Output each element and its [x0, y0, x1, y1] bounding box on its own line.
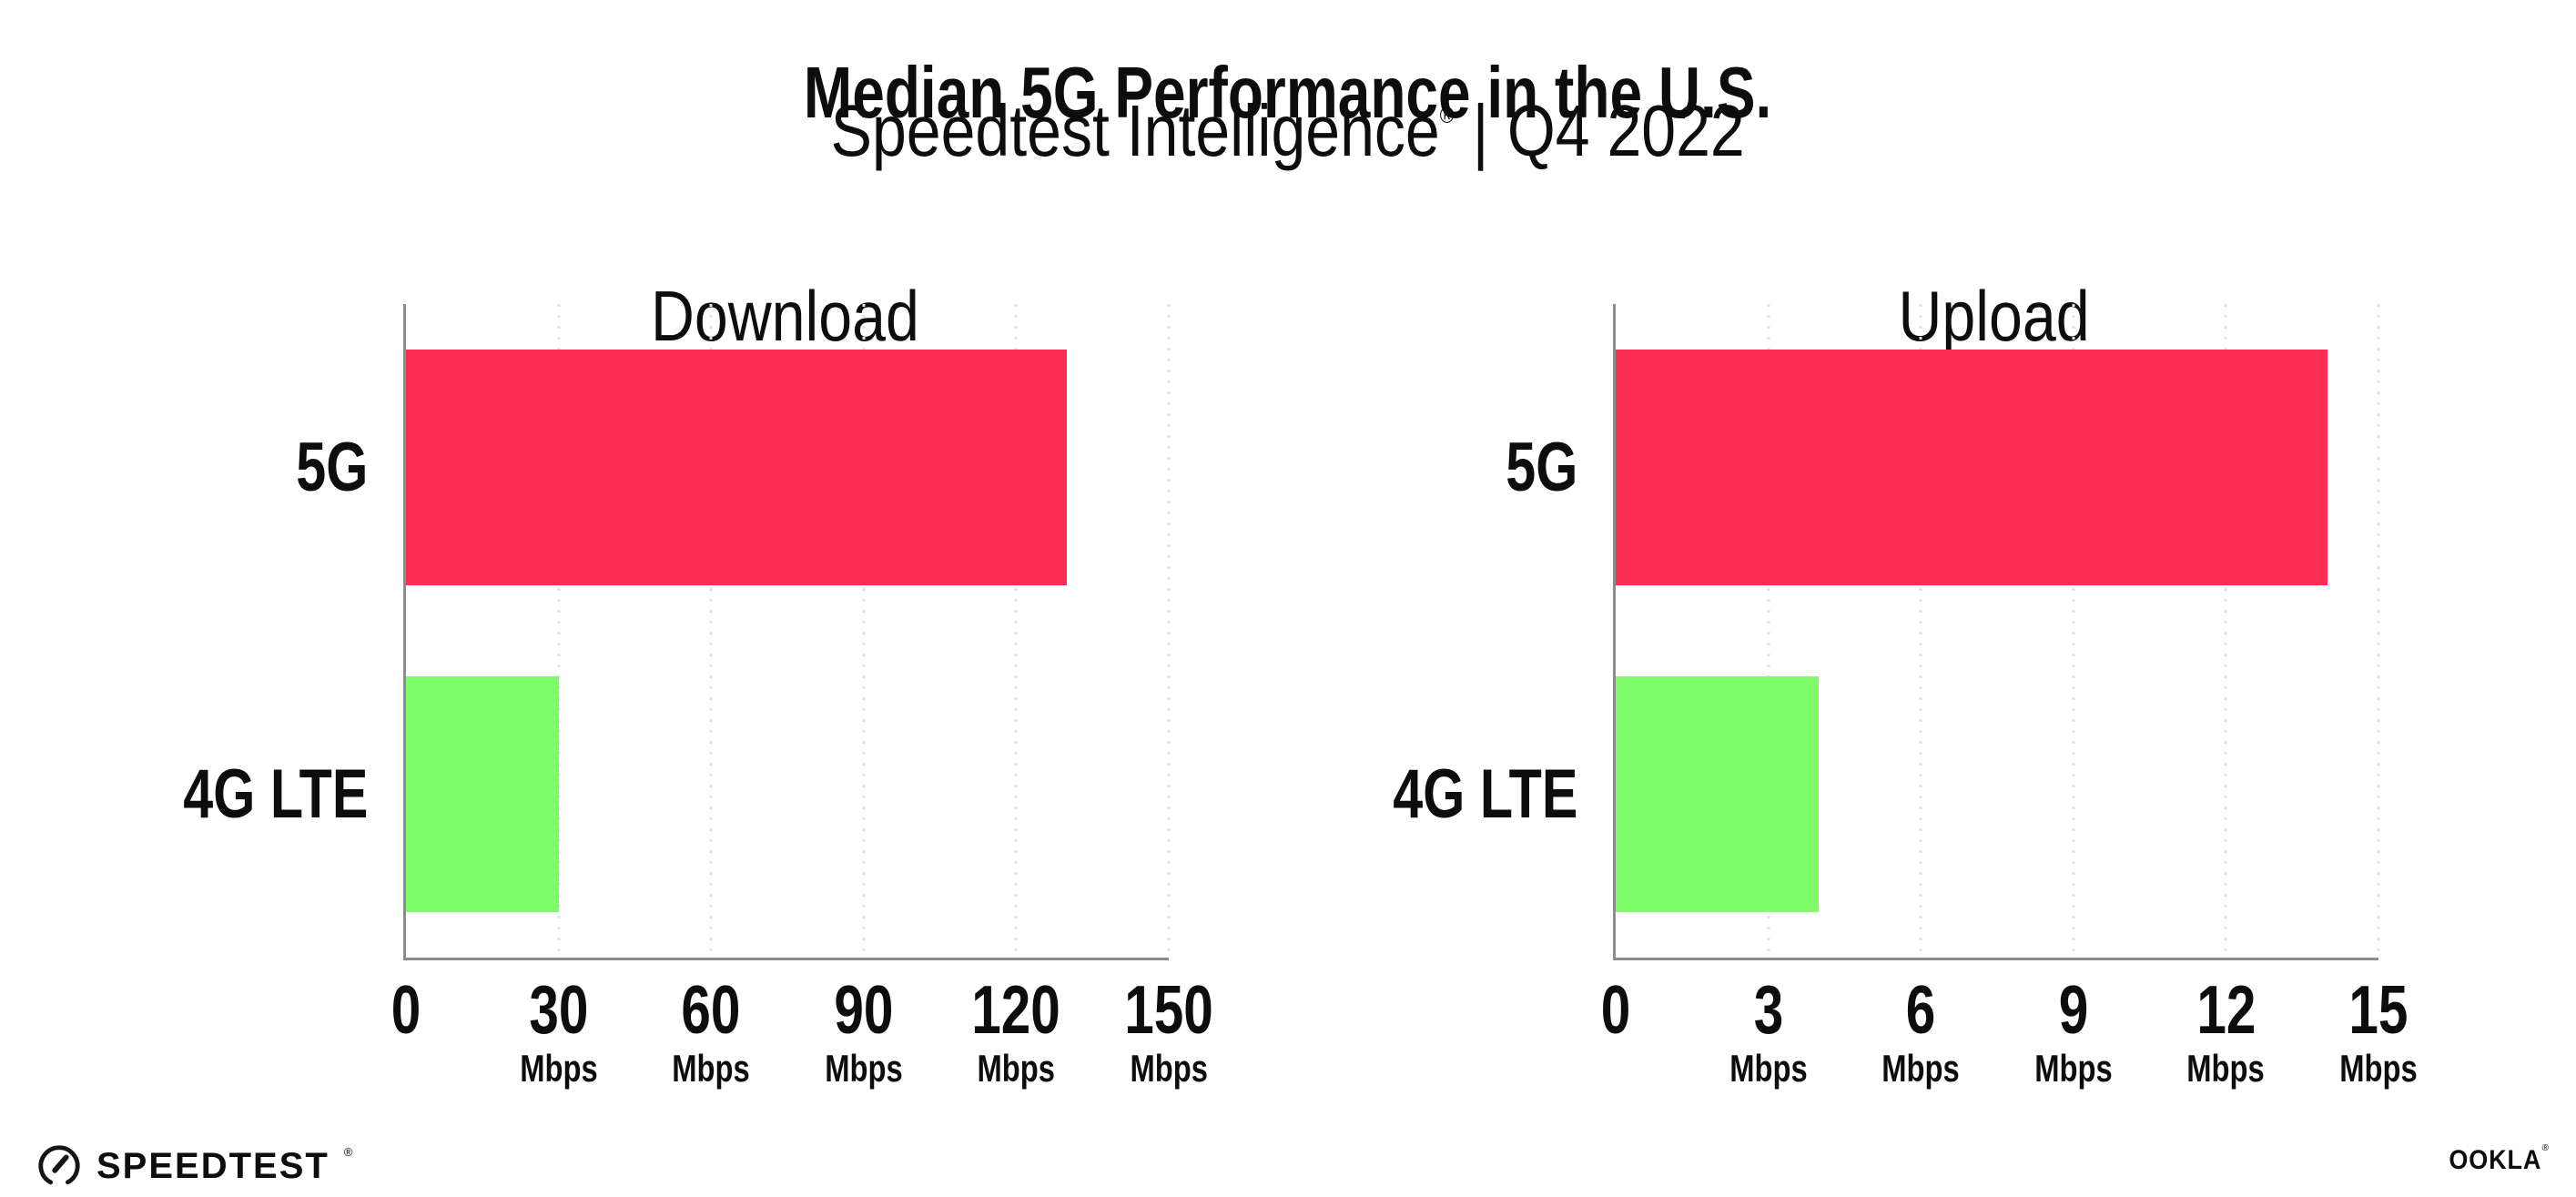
gridline: [862, 304, 866, 958]
download-chart-title: Download: [403, 275, 1166, 356]
x-tick-value: 12: [2196, 971, 2256, 1048]
x-tick: 120 Mbps: [959, 974, 1073, 1090]
bar-5g: [406, 350, 1068, 585]
x-tick-value: 6: [1905, 971, 1936, 1048]
gridline: [1919, 304, 1922, 958]
speedtest-gauge-icon: [38, 1145, 80, 1185]
x-tick: 30 Mbps: [509, 974, 609, 1090]
category-label-5g: 5G: [1505, 428, 1577, 506]
speedtest-registered-mark: ®: [343, 1144, 353, 1159]
x-tick-unit: Mbps: [2034, 1046, 2113, 1090]
x-tick: 6 Mbps: [1871, 974, 1971, 1090]
x-tick-value: 90: [834, 971, 894, 1048]
page-title: Median 5G Performance in the U.S.: [0, 51, 2576, 135]
x-tick: 9 Mbps: [2023, 974, 2124, 1090]
x-tick: 3 Mbps: [1719, 974, 1819, 1090]
x-tick: 0: [387, 974, 425, 1046]
x-tick-unit: Mbps: [2339, 1046, 2418, 1090]
gridline: [557, 304, 561, 958]
x-tick-unit: Mbps: [1729, 1046, 1808, 1090]
x-tick-value: 15: [2348, 971, 2409, 1048]
subtitle-separator: |: [1473, 90, 1489, 171]
upload-plot-area: 0 3 Mbps 6 Mbps 9 Mbps 12 Mbps 15 Mbps 5G 4G LTE: [1393, 304, 2418, 1089]
x-tick-unit: Mbps: [1130, 1046, 1208, 1090]
category-label-5g: 5G: [295, 428, 368, 506]
download-chart-title-text: Download: [650, 275, 919, 356]
x-tick: 90 Mbps: [814, 974, 914, 1090]
bar-4g-lte: [1616, 676, 1820, 912]
gridline: [2224, 304, 2227, 958]
gridline: [1014, 304, 1018, 958]
x-tick: 0: [1597, 974, 1635, 1046]
subtitle-period: Q4 2022: [1507, 90, 1746, 171]
ookla-wordmark: OOKLA: [2449, 1145, 2542, 1175]
speedtest-logo: SPEEDTEST ®: [36, 1143, 352, 1189]
gridline: [1767, 304, 1770, 958]
gridline: [709, 304, 713, 958]
subtitle-brand: Speedtest Intelligence: [830, 90, 1441, 171]
gridline: [2377, 304, 2380, 958]
x-tick: 15 Mbps: [2328, 974, 2429, 1090]
bar-5g: [1616, 350, 2328, 585]
upload-chart-title: Upload: [1613, 275, 2376, 356]
category-label-4g-lte: 4G LTE: [182, 755, 368, 833]
bar-4g-lte: [406, 676, 559, 912]
x-tick-value: 60: [681, 971, 741, 1048]
x-tick: 12 Mbps: [2176, 974, 2277, 1090]
x-tick-value: 120: [971, 971, 1061, 1048]
download-plot-area: 0 30 Mbps 60 Mbps 90 Mbps 120 Mbps 150 Mbps 5G 4G LT…: [183, 304, 1213, 1089]
x-tick-unit: Mbps: [825, 1046, 903, 1090]
x-tick-value: 0: [390, 971, 421, 1048]
speedtest-wordmark: SPEEDTEST: [96, 1146, 330, 1186]
gridline: [1167, 304, 1171, 958]
x-tick: 60 Mbps: [661, 974, 761, 1090]
x-tick: 150 Mbps: [1111, 974, 1225, 1090]
x-tick-value: 150: [1124, 971, 1213, 1048]
category-label-4g-lte: 4G LTE: [1392, 755, 1577, 833]
x-tick-unit: Mbps: [519, 1046, 598, 1090]
upload-chart-title-text: Upload: [1898, 275, 2091, 356]
x-tick-unit: Mbps: [2186, 1046, 2266, 1090]
x-tick-value: 3: [1753, 971, 1783, 1048]
ookla-registered-mark: ®: [2541, 1143, 2549, 1153]
x-tick-unit: Mbps: [977, 1046, 1056, 1090]
gridline: [2072, 304, 2075, 958]
x-tick-value: 0: [1600, 971, 1631, 1048]
x-tick-unit: Mbps: [672, 1046, 750, 1090]
page-title-text: Median 5G Performance in the U.S.: [804, 51, 1772, 133]
x-tick-unit: Mbps: [1881, 1046, 1960, 1090]
page-subtitle: Speedtest Intelligence® | Q4 2022: [0, 89, 2576, 173]
x-tick-value: 30: [529, 971, 589, 1048]
registered-mark: ®: [1440, 103, 1455, 129]
ookla-logo: OOKLA ®: [2439, 1143, 2549, 1175]
x-tick-value: 9: [2058, 971, 2089, 1048]
